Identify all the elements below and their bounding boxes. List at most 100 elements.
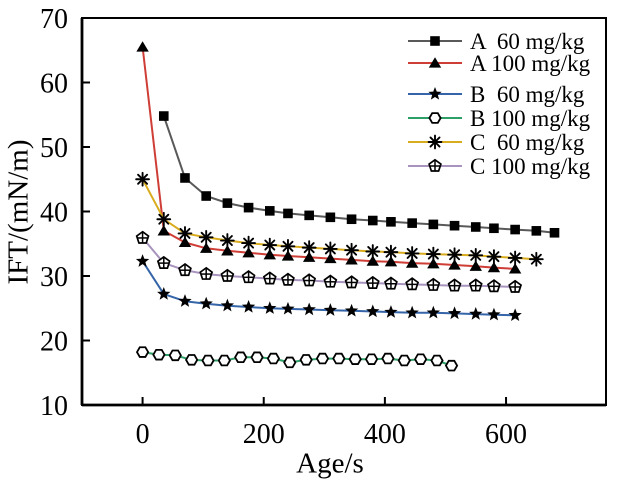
marker-triangle xyxy=(384,256,398,267)
marker-triangle xyxy=(281,250,295,261)
marker-asterisk xyxy=(220,233,235,248)
marker-pentagon-cross xyxy=(241,270,256,284)
marker-asterisk xyxy=(507,250,523,266)
legend-key-a-100-mg-kg xyxy=(408,57,462,68)
marker-pentagon-cross xyxy=(428,158,442,172)
marker-pentagon-cross xyxy=(365,275,380,289)
marker-square xyxy=(346,214,357,225)
marker-pentagon-cross xyxy=(302,273,317,287)
marker-triangle xyxy=(508,263,522,274)
marker-pentagon-cross xyxy=(468,278,483,292)
marker-square xyxy=(264,206,275,216)
marker-pentagon-cross xyxy=(447,278,462,292)
marker-square xyxy=(449,220,460,231)
series-a-100-mg-kg xyxy=(136,41,522,274)
marker-star xyxy=(344,303,359,317)
marker-hexagon-open xyxy=(250,351,264,364)
x-tick-label: 600 xyxy=(485,419,527,450)
legend-item-a-60-mg-kg: A 60 mg/kg xyxy=(406,28,590,54)
marker-square xyxy=(386,217,396,227)
marker-star xyxy=(199,296,213,310)
marker-triangle xyxy=(136,41,149,52)
y-tick-label: 30 xyxy=(40,262,68,293)
marker-pentagon-cross xyxy=(178,262,192,277)
marker-square xyxy=(158,111,169,121)
legend-key-c-100-mg-kg xyxy=(408,158,462,172)
y-tick-label: 20 xyxy=(40,327,68,358)
marker-hexagon-open xyxy=(315,352,330,365)
marker-square xyxy=(283,208,293,219)
series-c-60-mg-kg xyxy=(135,171,544,267)
marker-pentagon-cross xyxy=(384,276,398,290)
legend-label: B 100 mg/kg xyxy=(470,105,591,131)
marker-hexagon-open xyxy=(201,354,215,367)
marker-square xyxy=(304,210,314,221)
x-tick-label: 400 xyxy=(364,419,406,450)
marker-asterisk xyxy=(528,251,544,267)
marker-asterisk xyxy=(365,244,381,259)
legend-item-c-60-mg-kg: C 60 mg/kg xyxy=(406,129,590,155)
marker-star xyxy=(241,299,256,313)
marker-square xyxy=(510,224,520,235)
legend-label: A 100 mg/kg xyxy=(470,50,591,76)
marker-asterisk xyxy=(156,211,172,227)
marker-triangle xyxy=(302,251,316,262)
marker-pentagon-cross xyxy=(344,275,359,289)
marker-hexagon-open xyxy=(413,353,428,365)
marker-triangle xyxy=(242,246,255,258)
marker-hexagon-open xyxy=(430,354,444,367)
marker-square xyxy=(325,212,336,223)
marker-triangle xyxy=(199,242,213,253)
legend-key-b-100-mg-kg xyxy=(408,112,462,124)
marker-pentagon-cross xyxy=(135,230,150,244)
marker-star xyxy=(405,305,419,319)
marker-hexagon-open xyxy=(299,354,313,366)
legend-label: A 60 mg/kg xyxy=(470,28,585,54)
legend-label: C 60 mg/kg xyxy=(470,129,585,155)
marker-triangle xyxy=(427,257,440,269)
marker-asterisk xyxy=(280,238,296,254)
legend-key-a-60-mg-kg xyxy=(408,36,462,46)
marker-asterisk xyxy=(177,226,193,241)
marker-square xyxy=(407,218,417,228)
marker-hexagon-open xyxy=(283,356,297,369)
marker-star xyxy=(366,304,380,318)
y-axis-title: IFT/(mN/m) xyxy=(2,139,35,285)
marker-square xyxy=(243,202,254,213)
marker-star xyxy=(487,307,501,321)
series-b-100-mg-kg xyxy=(135,346,459,372)
marker-star xyxy=(426,305,441,319)
marker-hexagon-open xyxy=(135,346,150,358)
marker-hexagon-open xyxy=(234,351,248,364)
marker-square xyxy=(531,226,542,236)
marker-asterisk xyxy=(344,242,359,258)
marker-asterisk xyxy=(383,244,399,260)
legend-label: C 100 mg/kg xyxy=(470,153,591,179)
marker-hexagon-open xyxy=(185,354,199,366)
marker-hexagon-open xyxy=(348,353,362,365)
marker-star xyxy=(281,301,295,315)
marker-star xyxy=(135,254,150,267)
marker-triangle xyxy=(366,255,379,266)
marker-triangle xyxy=(324,252,337,264)
y-tick-label: 10 xyxy=(40,391,68,422)
marker-square xyxy=(222,198,233,208)
series-c-100-mg-kg xyxy=(135,230,523,293)
marker-star xyxy=(384,305,398,318)
marker-star xyxy=(302,302,316,316)
marker-hexagon-open xyxy=(428,112,442,124)
marker-star xyxy=(263,301,277,314)
x-tick-label: 0 xyxy=(136,419,150,450)
marker-pentagon-cross xyxy=(156,255,171,269)
marker-square xyxy=(201,191,211,201)
marker-hexagon-open xyxy=(168,349,182,362)
marker-asterisk xyxy=(262,237,278,253)
y-tick-label: 70 xyxy=(40,4,68,35)
marker-square xyxy=(367,215,378,226)
legend-key-c-60-mg-kg xyxy=(408,134,462,150)
marker-asterisk xyxy=(301,240,317,255)
marker-star xyxy=(178,294,192,307)
marker-square xyxy=(549,227,560,238)
